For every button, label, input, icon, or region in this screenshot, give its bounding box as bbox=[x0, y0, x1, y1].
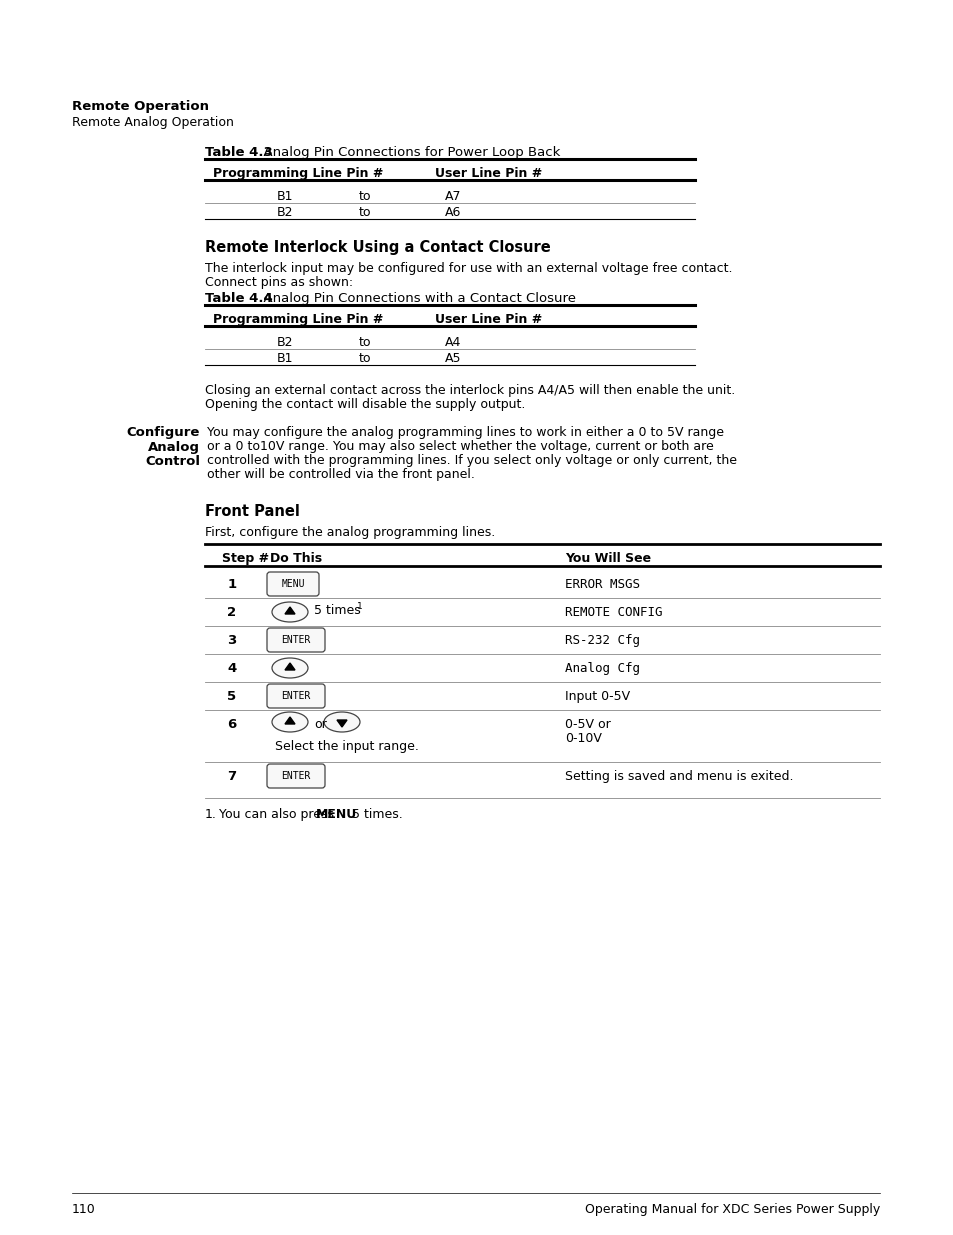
Ellipse shape bbox=[272, 601, 308, 622]
Text: 1: 1 bbox=[227, 578, 236, 592]
Text: MENU: MENU bbox=[315, 808, 356, 821]
Text: Opening the contact will disable the supply output.: Opening the contact will disable the sup… bbox=[205, 398, 525, 411]
Text: 0-5V or: 0-5V or bbox=[564, 718, 610, 731]
Polygon shape bbox=[285, 718, 294, 724]
Text: Analog Cfg: Analog Cfg bbox=[564, 662, 639, 676]
Text: Control: Control bbox=[145, 456, 200, 468]
Text: Analog Pin Connections with a Contact Closure: Analog Pin Connections with a Contact Cl… bbox=[254, 291, 576, 305]
Text: Connect pins as shown:: Connect pins as shown: bbox=[205, 275, 353, 289]
FancyBboxPatch shape bbox=[267, 629, 325, 652]
Text: Closing an external contact across the interlock pins A4/A5 will then enable the: Closing an external contact across the i… bbox=[205, 384, 735, 396]
Text: to: to bbox=[358, 352, 371, 366]
Text: 7: 7 bbox=[227, 769, 236, 783]
FancyBboxPatch shape bbox=[267, 572, 318, 597]
Polygon shape bbox=[285, 606, 294, 614]
Text: You can also press: You can also press bbox=[219, 808, 337, 821]
FancyBboxPatch shape bbox=[267, 684, 325, 708]
Polygon shape bbox=[285, 663, 294, 671]
Text: Setting is saved and menu is exited.: Setting is saved and menu is exited. bbox=[564, 769, 793, 783]
Text: ENTER: ENTER bbox=[281, 771, 311, 781]
Text: ENTER: ENTER bbox=[281, 692, 311, 701]
FancyBboxPatch shape bbox=[267, 764, 325, 788]
Text: Front Panel: Front Panel bbox=[205, 504, 299, 519]
Text: Select the input range.: Select the input range. bbox=[274, 740, 418, 753]
Text: Remote Analog Operation: Remote Analog Operation bbox=[71, 116, 233, 128]
Text: RS-232 Cfg: RS-232 Cfg bbox=[564, 634, 639, 647]
Text: Table 4.3: Table 4.3 bbox=[205, 146, 273, 159]
Text: Analog: Analog bbox=[148, 441, 200, 453]
Text: B2: B2 bbox=[276, 336, 293, 350]
Text: 2: 2 bbox=[227, 606, 236, 619]
Text: User Line Pin #: User Line Pin # bbox=[435, 312, 541, 326]
Text: You Will See: You Will See bbox=[564, 552, 651, 564]
Text: A7: A7 bbox=[444, 190, 460, 203]
Text: B2: B2 bbox=[276, 206, 293, 219]
Text: 5: 5 bbox=[227, 690, 236, 703]
Text: Table 4.4: Table 4.4 bbox=[205, 291, 273, 305]
Text: to: to bbox=[358, 190, 371, 203]
Text: other will be controlled via the front panel.: other will be controlled via the front p… bbox=[207, 468, 475, 480]
Ellipse shape bbox=[272, 713, 308, 732]
Text: Remote Interlock Using a Contact Closure: Remote Interlock Using a Contact Closure bbox=[205, 240, 550, 254]
Text: First, configure the analog programming lines.: First, configure the analog programming … bbox=[205, 526, 495, 538]
Text: You may configure the analog programming lines to work in either a 0 to 5V range: You may configure the analog programming… bbox=[207, 426, 723, 438]
Text: 0-10V: 0-10V bbox=[564, 732, 601, 745]
Text: or: or bbox=[314, 718, 327, 731]
Text: B1: B1 bbox=[276, 190, 293, 203]
Text: User Line Pin #: User Line Pin # bbox=[435, 167, 541, 180]
Text: 110: 110 bbox=[71, 1203, 95, 1216]
Text: Step #: Step # bbox=[222, 552, 269, 564]
Text: 1: 1 bbox=[356, 601, 362, 611]
Ellipse shape bbox=[324, 713, 359, 732]
Text: or a 0 to10V range. You may also select whether the voltage, current or both are: or a 0 to10V range. You may also select … bbox=[207, 440, 713, 453]
Text: REMOTE CONFIG: REMOTE CONFIG bbox=[564, 606, 661, 619]
Text: Analog Pin Connections for Power Loop Back: Analog Pin Connections for Power Loop Ba… bbox=[254, 146, 559, 159]
Text: Remote Operation: Remote Operation bbox=[71, 100, 209, 112]
Text: 1.: 1. bbox=[205, 808, 216, 821]
Text: MENU: MENU bbox=[281, 579, 304, 589]
Text: A4: A4 bbox=[444, 336, 460, 350]
Text: A6: A6 bbox=[444, 206, 460, 219]
Text: to: to bbox=[358, 336, 371, 350]
Text: Input 0-5V: Input 0-5V bbox=[564, 690, 630, 703]
Text: A5: A5 bbox=[444, 352, 460, 366]
Text: Programming Line Pin #: Programming Line Pin # bbox=[213, 312, 383, 326]
Text: 3: 3 bbox=[227, 634, 236, 647]
Ellipse shape bbox=[272, 658, 308, 678]
Text: ENTER: ENTER bbox=[281, 635, 311, 645]
Text: to: to bbox=[358, 206, 371, 219]
Polygon shape bbox=[336, 720, 347, 727]
Text: ERROR MSGS: ERROR MSGS bbox=[564, 578, 639, 592]
Text: Configure: Configure bbox=[127, 426, 200, 438]
Text: Operating Manual for XDC Series Power Supply: Operating Manual for XDC Series Power Su… bbox=[584, 1203, 879, 1216]
Text: 6: 6 bbox=[227, 718, 236, 731]
Text: controlled with the programming lines. If you select only voltage or only curren: controlled with the programming lines. I… bbox=[207, 454, 737, 467]
Text: 5 times: 5 times bbox=[314, 604, 360, 618]
Text: Programming Line Pin #: Programming Line Pin # bbox=[213, 167, 383, 180]
Text: The interlock input may be configured for use with an external voltage free cont: The interlock input may be configured fo… bbox=[205, 262, 732, 275]
Text: 4: 4 bbox=[227, 662, 236, 676]
Text: 5 times.: 5 times. bbox=[348, 808, 402, 821]
Text: Do This: Do This bbox=[270, 552, 322, 564]
Text: B1: B1 bbox=[276, 352, 293, 366]
